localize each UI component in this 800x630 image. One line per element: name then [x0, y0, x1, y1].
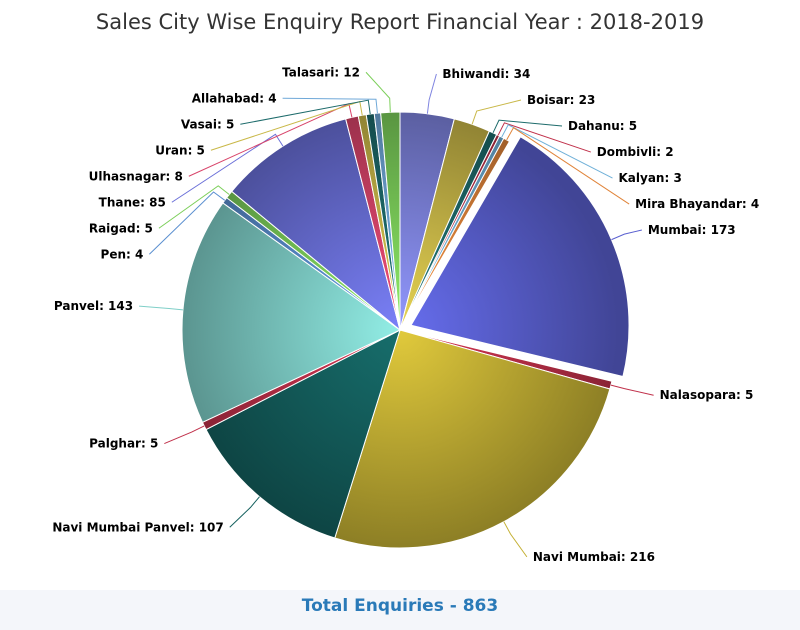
data-label-raigad: Raigad: 5 [89, 221, 153, 235]
data-label-nalasopara: Nalasopara: 5 [660, 388, 754, 402]
connector-navi-mumbai [503, 521, 528, 558]
connector-bhiwandi [426, 73, 437, 114]
connector-vasai [240, 99, 371, 125]
data-label-mumbai: Mumbai: 173 [648, 223, 736, 237]
data-label-dahanu: Dahanu: 5 [568, 119, 637, 133]
data-label-thane: Thane: 85 [99, 195, 166, 209]
pie-slice-navi-mumbai[interactable] [334, 329, 611, 549]
total-enquiries-label: Total Enquiries - 863 [301, 596, 499, 616]
pie-slice-mumbai[interactable] [410, 136, 630, 378]
pie-chart: Bhiwandi: 34 Boisar: 23 Dahanu: 5 Dombivli:… [52, 65, 759, 564]
connector-allahabad [282, 97, 378, 114]
data-label-dombivli: Dombivli: 2 [597, 145, 674, 159]
data-label-ulhasnagar: Ulhasnagar: 8 [89, 169, 183, 183]
connector-pen [149, 191, 226, 255]
data-label-bhiwandi: Bhiwandi: 34 [442, 67, 530, 81]
connector-panvel [139, 305, 183, 311]
data-label-vasai: Vasai: 5 [181, 117, 234, 131]
connector-thane [171, 133, 284, 203]
data-label-navi-mumbai-panvel: Navi Mumbai Panvel: 107 [52, 520, 223, 534]
chart-title: Sales City Wise Enquiry Report Financial… [95, 10, 705, 34]
data-label-pen: Pen: 4 [101, 247, 144, 261]
connector-mira-bhayandar [506, 126, 630, 205]
connector-navi-mumbai-panvel [229, 496, 260, 528]
data-label-kalyan: Kalyan: 3 [619, 171, 682, 185]
connector-nalasopara [610, 384, 654, 396]
data-label-uran: Uran: 5 [155, 143, 205, 157]
connector-mumbai [611, 229, 642, 241]
connector-dombivli [497, 122, 591, 153]
data-label-panvel: Panvel: 143 [54, 299, 133, 313]
connector-talasari [365, 71, 391, 113]
data-label-boisar: Boisar: 23 [527, 93, 595, 107]
connector-raigad [158, 185, 230, 229]
connector-palghar [164, 425, 205, 445]
connector-dahanu [492, 119, 563, 134]
connector-kalyan [501, 124, 613, 179]
pie-slice-navi-mumbai-panvel[interactable] [205, 329, 401, 539]
data-label-talasari: Talasari: 12 [282, 65, 360, 79]
connector-boisar [471, 99, 522, 125]
data-label-navi-mumbai: Navi Mumbai: 216 [533, 550, 655, 564]
data-label-palghar: Palghar: 5 [89, 437, 158, 451]
footer-bar: Total Enquiries - 863 [0, 590, 800, 630]
data-label-mira-bhayandar: Mira Bhayandar: 4 [635, 197, 759, 211]
pie-slice-panvel[interactable] [181, 202, 401, 423]
data-label-allahabad: Allahabad: 4 [192, 91, 277, 105]
